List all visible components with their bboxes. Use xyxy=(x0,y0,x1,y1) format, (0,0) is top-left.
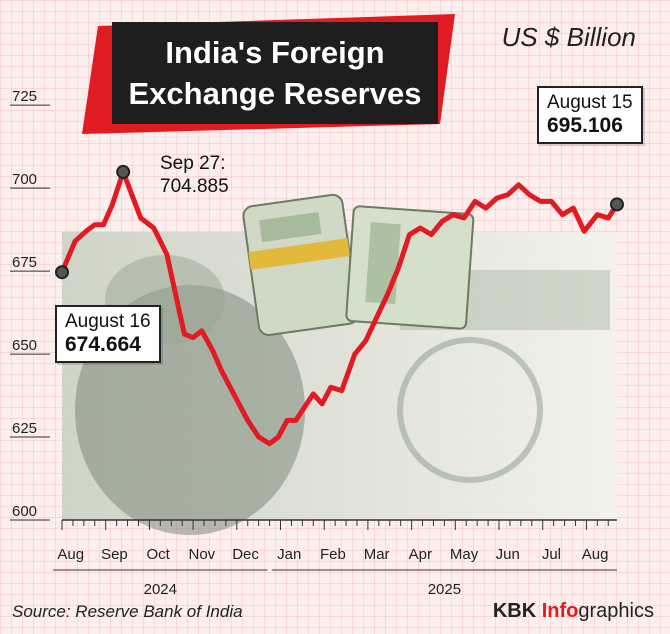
callout-start-label: August 16 xyxy=(65,311,151,332)
y-tick-label-700: 700 xyxy=(12,171,37,188)
x-month-label: Aug xyxy=(582,546,609,563)
x-month-label: May xyxy=(450,546,479,563)
callout-end-label: August 15 xyxy=(547,92,633,113)
brand-logo: KBK Infographics xyxy=(493,600,654,623)
x-month-label: Aug xyxy=(57,546,84,563)
callout-end: August 15 695.106 xyxy=(537,86,643,144)
x-month-label: Mar xyxy=(364,546,390,563)
brand-graphics: graphics xyxy=(578,600,654,622)
x-month-label: Feb xyxy=(320,546,346,563)
y-tick-label-725: 725 xyxy=(12,88,37,105)
banknote-illustration xyxy=(62,193,617,535)
series-line xyxy=(59,169,620,447)
series-layer xyxy=(55,164,624,447)
y-tick-label-625: 625 xyxy=(12,420,37,437)
chart-title-line2: Exchange Reserves xyxy=(129,76,422,111)
y-tick-label-600: 600 xyxy=(12,503,37,520)
callout-start-value: 674.664 xyxy=(65,333,141,356)
end-point-marker xyxy=(610,197,624,212)
seal-circle xyxy=(397,337,543,483)
y-axis: 600 625 650 675 700 725 xyxy=(10,88,50,521)
x-month-label: Dec xyxy=(232,546,259,563)
brand-kbk: KBK xyxy=(492,600,542,622)
peak-point-marker xyxy=(116,164,131,179)
callout-start: August 16 674.664 xyxy=(55,305,161,363)
x-month-label: Oct xyxy=(146,546,170,563)
y-tick-label-650: 650 xyxy=(12,337,37,354)
x-axis: Aug Sep Oct Nov Dec Jan Feb Mar Apr May Jun Jul Aug 2… xyxy=(53,519,617,598)
x-month-label: Nov xyxy=(188,546,215,563)
unit-label: US $ Billion xyxy=(501,22,636,52)
cash-roll-right-icon xyxy=(345,205,475,330)
peak-label: Sep 27: xyxy=(160,153,226,174)
x-month-label: Jul xyxy=(542,546,561,563)
title-block: India's Foreign Exchange Reserves xyxy=(82,14,455,134)
source-note: Source: Reserve Bank of India xyxy=(12,602,243,621)
year-label-2025: 2025 xyxy=(428,581,461,598)
x-month-label: Jun xyxy=(496,546,520,563)
peak-annotation: Sep 27: 704.885 xyxy=(160,152,229,198)
x-month-label: Sep xyxy=(101,546,128,563)
x-month-label: Apr xyxy=(409,546,432,563)
start-point-marker xyxy=(55,265,69,280)
chart-title-line1: India's Foreign xyxy=(165,35,384,70)
y-tick-label-675: 675 xyxy=(12,254,37,271)
x-month-label: Jan xyxy=(277,546,301,563)
callout-end-value: 695.106 xyxy=(547,114,623,137)
brand-info: Info xyxy=(541,600,579,622)
year-label-2024: 2024 xyxy=(144,581,177,598)
cash-roll-left-icon xyxy=(242,193,359,336)
peak-value: 704.885 xyxy=(160,176,229,197)
